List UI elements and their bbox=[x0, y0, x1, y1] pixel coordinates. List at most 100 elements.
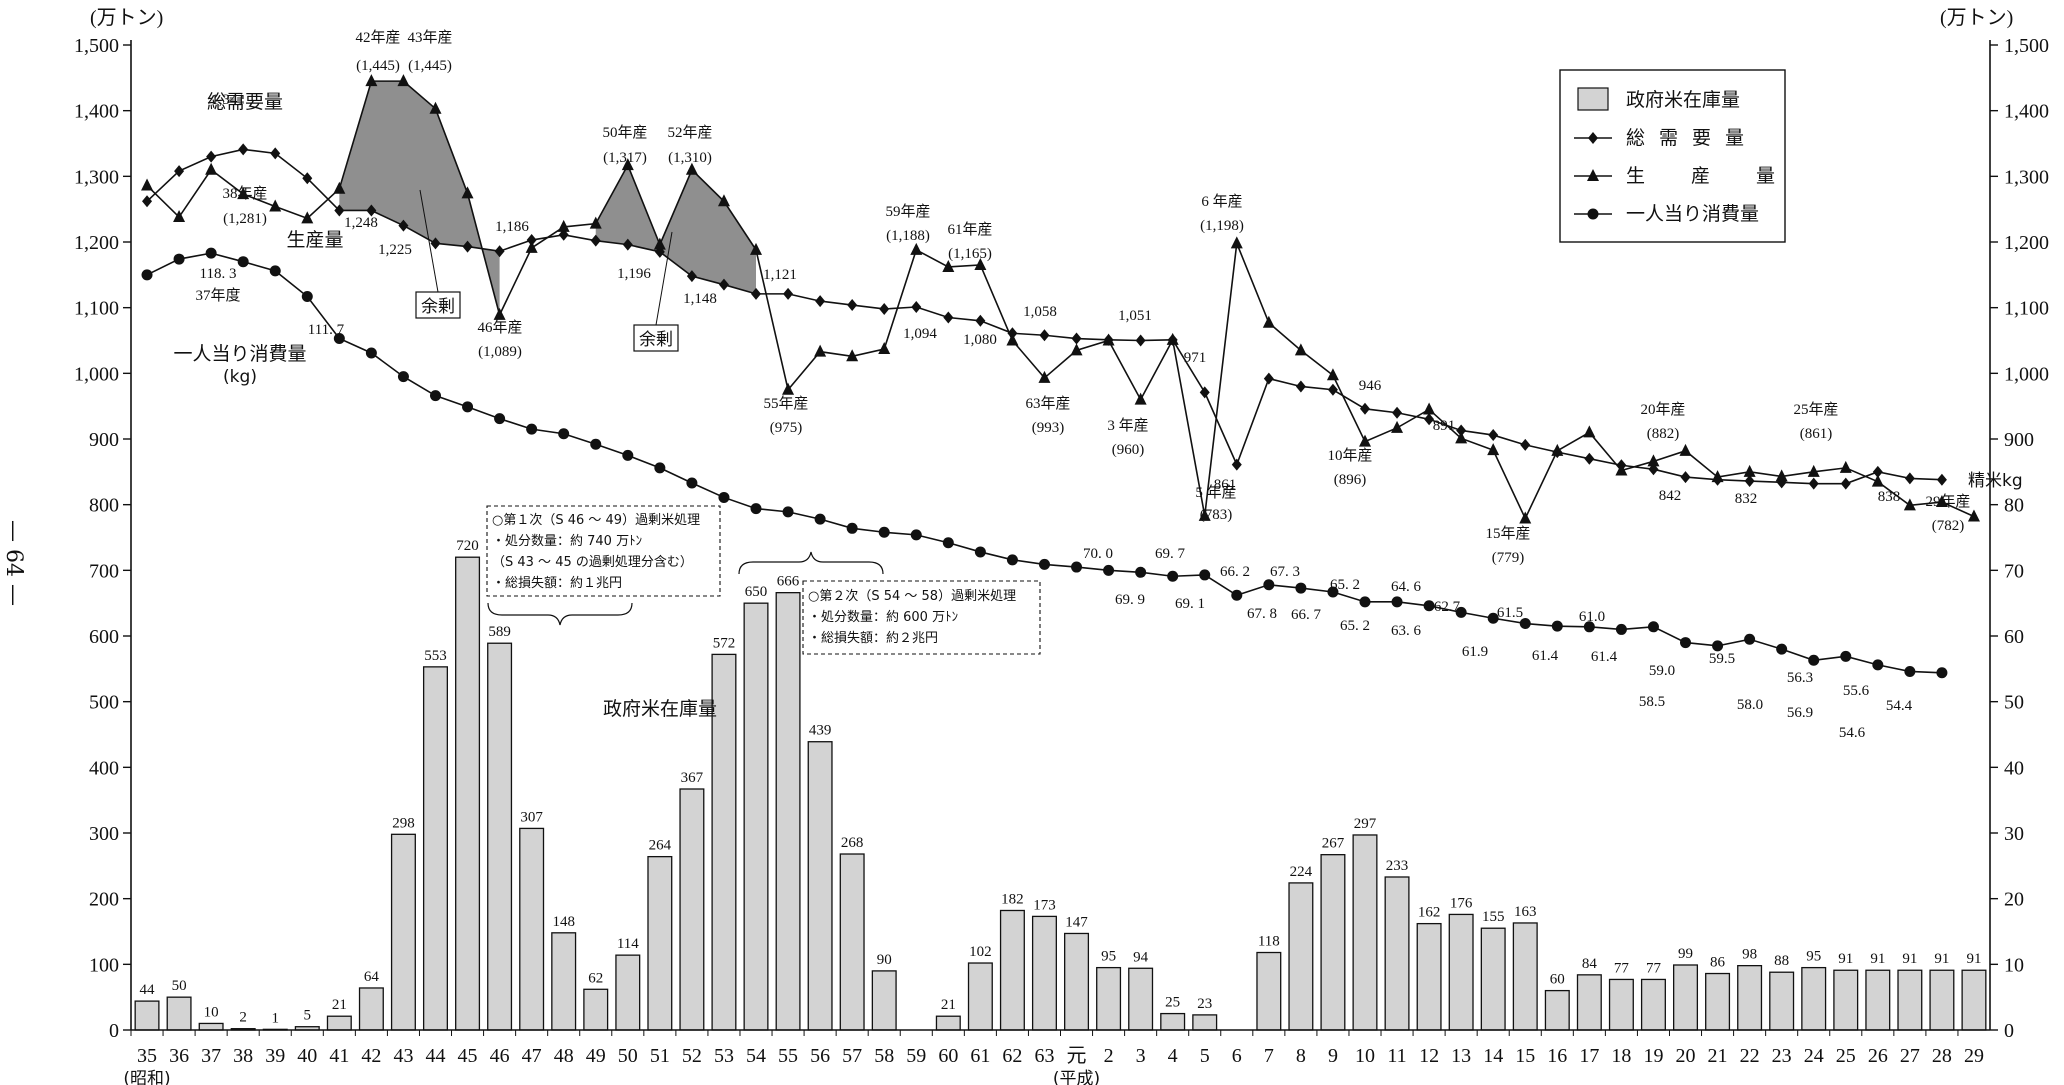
consumption-point bbox=[1647, 621, 1659, 633]
note-first-line: （S 43 ～ 45 の過剰処理分含む） bbox=[492, 554, 693, 570]
note-second-line: ・総損失額：約２兆円 bbox=[808, 631, 938, 646]
demand-point bbox=[462, 240, 473, 253]
consumption-point bbox=[686, 477, 698, 489]
stock-bar bbox=[775, 592, 801, 1031]
consumption-point bbox=[942, 537, 954, 549]
production-point bbox=[301, 211, 314, 224]
consumption-value-label: 66. 2 bbox=[1220, 564, 1250, 580]
stock-bar-label: 94 bbox=[1133, 949, 1149, 965]
consumption-point bbox=[1808, 654, 1820, 666]
stock-bar-label: 118 bbox=[1258, 934, 1280, 950]
consumption-point bbox=[974, 546, 986, 558]
production-point bbox=[846, 349, 859, 362]
right-kg-tick-label: 10 bbox=[2004, 954, 2024, 976]
consumption-point bbox=[1776, 643, 1788, 655]
consumption-value-label: 118. 3 bbox=[200, 266, 237, 282]
demand-point bbox=[1840, 477, 1851, 490]
x-tick-label: 63 bbox=[1034, 1045, 1054, 1067]
demand-point bbox=[174, 165, 185, 178]
production-point bbox=[1935, 495, 1948, 508]
x-tick-label: 37 bbox=[201, 1045, 221, 1067]
stock-bar bbox=[198, 1022, 224, 1031]
legend-label: 総需要量 bbox=[1626, 127, 1758, 149]
consumption-point bbox=[397, 371, 409, 383]
production-point bbox=[717, 194, 730, 207]
right-tick-label: 1,200 bbox=[2004, 232, 2049, 254]
x-tick-label: 11 bbox=[1387, 1045, 1406, 1067]
production-point bbox=[1743, 464, 1756, 477]
right-kg-tick-label: 0 bbox=[2004, 1020, 2014, 1042]
demand-point bbox=[526, 234, 537, 247]
consumption-value-label: 58.0 bbox=[1737, 697, 1763, 713]
demand-point bbox=[494, 245, 505, 258]
consumption-value-label: 55.6 bbox=[1843, 683, 1870, 699]
left-tick-label: 900 bbox=[89, 429, 119, 451]
demand-point bbox=[718, 278, 729, 291]
x-tick-label: 20 bbox=[1676, 1045, 1696, 1067]
production-point bbox=[141, 178, 154, 191]
production-value-label: (993) bbox=[1032, 420, 1065, 436]
stock-bar-label: 77 bbox=[1646, 960, 1662, 976]
production-point bbox=[1391, 420, 1404, 433]
stock-bar bbox=[1031, 915, 1057, 1031]
right-tick-label: 1,500 bbox=[2004, 35, 2049, 57]
demand-point bbox=[911, 301, 922, 314]
stock-bar-label: 91 bbox=[1966, 951, 1981, 967]
stock-bar-label: 91 bbox=[1902, 951, 1917, 967]
stock-bar bbox=[1448, 913, 1474, 1031]
demand-point bbox=[1263, 372, 1274, 385]
x-tick-label: 49 bbox=[586, 1045, 606, 1067]
production-year-label: 15年産 bbox=[1485, 525, 1530, 542]
right-kg-tick-label: 60 bbox=[2004, 626, 2024, 648]
stock-bar-label: 173 bbox=[1033, 897, 1056, 913]
consumption-value-label: 56.9 bbox=[1787, 705, 1813, 721]
consumption-point bbox=[1455, 606, 1467, 618]
note-box-first-disposal bbox=[486, 505, 721, 597]
production-point bbox=[1711, 470, 1724, 483]
stock-bar bbox=[1416, 922, 1442, 1031]
consumption-point bbox=[462, 401, 474, 413]
demand-point bbox=[302, 172, 313, 185]
demand-point bbox=[270, 147, 281, 160]
production-point bbox=[1839, 460, 1852, 473]
production-point bbox=[685, 162, 698, 175]
surplus-pointer-2 bbox=[655, 231, 673, 326]
production-year-label: 43年産 bbox=[407, 29, 452, 46]
stock-bar-label: 62 bbox=[588, 970, 603, 986]
demand-point bbox=[1039, 329, 1050, 342]
left-tick-label: 700 bbox=[89, 560, 119, 582]
x-tick-label: 29 bbox=[1964, 1045, 1984, 1067]
consumption-point bbox=[1006, 554, 1018, 566]
demand-point bbox=[334, 204, 345, 217]
stock-bar bbox=[1192, 1014, 1218, 1031]
stock-bar-label: 268 bbox=[841, 835, 864, 851]
left-tick-label: 1,100 bbox=[74, 298, 119, 320]
demand-value-label: 1,148 bbox=[683, 291, 717, 307]
demand-value-label: 1,186 bbox=[495, 219, 529, 235]
x-tick-label: 55 bbox=[778, 1045, 798, 1067]
consumption-point bbox=[558, 428, 570, 440]
production-point bbox=[493, 307, 506, 320]
x-tick-label: 39 bbox=[265, 1045, 285, 1067]
era-label-heisei: (平成) bbox=[1053, 1069, 1100, 1085]
stock-bar bbox=[166, 996, 192, 1031]
left-tick-label: 1,300 bbox=[74, 166, 119, 188]
stock-bar bbox=[519, 827, 545, 1031]
stock-bar-label: 298 bbox=[392, 815, 415, 831]
demand-value-label: 842 bbox=[1659, 488, 1682, 504]
production-point bbox=[1070, 343, 1083, 356]
left-tick-label: 1,500 bbox=[74, 35, 119, 57]
stock-bar-label: 666 bbox=[777, 574, 800, 590]
demand-point bbox=[1295, 380, 1306, 393]
demand-value-label: 838 bbox=[1878, 489, 1901, 505]
stock-bar-label: 148 bbox=[552, 914, 575, 930]
stock-bar-label: 10 bbox=[204, 1004, 219, 1020]
consumption-point bbox=[1359, 596, 1371, 608]
stock-bar bbox=[839, 853, 865, 1031]
stock-bar bbox=[1576, 974, 1602, 1031]
x-tick-label: 59 bbox=[906, 1045, 926, 1067]
consumption-point bbox=[1680, 637, 1692, 649]
stock-bar bbox=[999, 909, 1025, 1031]
production-point bbox=[1903, 498, 1916, 511]
demand-value-label: 1,080 bbox=[963, 332, 997, 348]
